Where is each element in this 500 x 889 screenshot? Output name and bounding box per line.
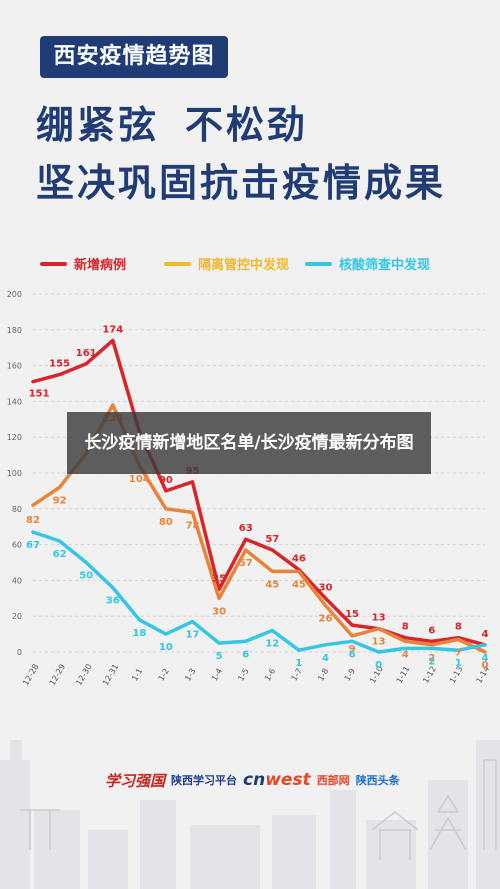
data-label: 151 — [29, 389, 50, 400]
y-tick-label: 60 — [12, 541, 22, 550]
x-tick-label: 1-3 — [183, 667, 197, 683]
data-label: 45 — [292, 579, 306, 590]
x-tick-label: 12-30 — [74, 662, 93, 687]
data-label: 10 — [159, 642, 173, 653]
shaanxi-platform-logo: 陕西学习平台 — [171, 774, 238, 787]
data-label: 36 — [106, 596, 120, 607]
publisher-logos: 学习强国 陕西学习平台 cnwest 西部网 陕西头条 — [105, 768, 400, 792]
data-label: 2 — [428, 656, 435, 667]
data-label: 2 — [428, 653, 435, 664]
chart-category-tag: 西安疫情趋势图 — [40, 36, 228, 78]
legend-marker-1 — [164, 262, 191, 266]
x-tick-label: 1-11 — [395, 665, 412, 685]
xuexi-qiangguo-logo: 学习强国 — [105, 771, 166, 790]
y-tick-label: 200 — [7, 290, 22, 299]
legend-label-1: 隔离管控中发现 — [198, 257, 289, 273]
data-label: 0 — [375, 660, 382, 671]
data-label: 6 — [349, 649, 356, 660]
cnwest-logo: cnwest — [243, 770, 311, 790]
headline-part-b: 不松劲 — [185, 103, 309, 147]
headline-line-1: 绷紧弦 不松劲 — [36, 94, 308, 149]
x-tick-label: 12-31 — [101, 662, 120, 687]
y-tick-label: 40 — [12, 576, 22, 585]
data-label: 4 — [482, 653, 489, 664]
data-label: 15 — [345, 609, 359, 620]
data-label: 35 — [212, 573, 226, 584]
y-tick-label: 140 — [7, 397, 22, 406]
legend-label-2: 核酸筛查中发现 — [339, 257, 430, 273]
x-tick-label: 1-5 — [236, 667, 250, 683]
x-tick-label: 1-6 — [263, 667, 277, 683]
data-label: 8 — [455, 622, 462, 633]
y-tick-label: 80 — [12, 505, 22, 514]
cnwest-logo-west: west — [265, 770, 311, 790]
y-tick-label: 120 — [7, 433, 22, 442]
data-label: 6 — [242, 649, 249, 660]
data-label: 57 — [239, 558, 253, 569]
x-tick-label: 1-1 — [130, 667, 144, 683]
data-label: 78 — [186, 520, 200, 531]
data-label: 50 — [79, 571, 93, 582]
data-label: 4 — [482, 629, 489, 640]
data-label: 63 — [239, 523, 253, 534]
series-line-2 — [31, 530, 487, 654]
cnwest-logo-cn: cn — [243, 770, 266, 790]
data-label: 30 — [212, 606, 226, 617]
data-label: 26 — [319, 613, 333, 624]
data-label: 90 — [159, 475, 173, 486]
data-label: 6 — [428, 625, 435, 636]
x-tick-label: 12-28 — [21, 662, 40, 687]
headline-line-2: 坚决巩固抗击疫情成果 — [36, 161, 447, 205]
legend-label-0: 新增病例 — [74, 257, 126, 273]
article-title-overlay[interactable]: 长沙疫情新增地区名单/长沙疫情最新分布图 — [67, 412, 431, 474]
headline-part-a: 绷紧弦 — [36, 103, 160, 147]
data-label: 161 — [76, 348, 97, 359]
data-label: 4 — [322, 653, 329, 664]
shaanxi-toutiao-logo: 陕西头条 — [355, 774, 400, 787]
data-label: 1 — [295, 658, 302, 669]
data-label: 13 — [372, 637, 386, 648]
data-label: 155 — [49, 359, 70, 370]
x-tick-label: 1-2 — [157, 667, 171, 683]
data-label: 62 — [53, 549, 67, 560]
data-label: 13 — [372, 613, 386, 624]
data-label: 46 — [292, 554, 306, 565]
x-tick-label: 12-29 — [48, 662, 67, 687]
data-label: 0 — [482, 660, 489, 671]
x-tick-label: 1-4 — [210, 667, 224, 683]
data-label: 9 — [349, 644, 356, 655]
data-label: 5 — [216, 651, 223, 662]
city-skyline-illustration — [0, 740, 500, 889]
data-label: 7 — [455, 647, 462, 658]
data-label: 17 — [186, 630, 200, 641]
data-label: 82 — [26, 515, 40, 526]
data-label: 12 — [265, 639, 279, 650]
data-label: 67 — [26, 540, 40, 551]
data-label: 18 — [132, 628, 146, 639]
y-tick-label: 100 — [7, 469, 22, 478]
data-label: 57 — [265, 534, 279, 545]
data-label: 8 — [402, 622, 409, 633]
x-tick-label: 1-12 — [421, 665, 438, 685]
y-tick-label: 0 — [17, 648, 22, 657]
x-tick-label: 1-9 — [343, 667, 357, 683]
xibu-wang-logo: 西部网 — [316, 774, 350, 787]
legend-marker-2 — [305, 262, 332, 266]
data-label: 92 — [53, 495, 67, 506]
y-tick-label: 160 — [7, 362, 22, 371]
data-label: 4 — [402, 649, 409, 660]
y-tick-label: 20 — [12, 612, 22, 621]
data-label: 104 — [129, 474, 150, 485]
data-label: 1 — [455, 658, 462, 669]
data-label: 45 — [265, 579, 279, 590]
data-label: 30 — [319, 582, 333, 593]
data-label: 80 — [159, 517, 173, 528]
data-label: 174 — [102, 325, 123, 336]
series-line-0 — [31, 338, 487, 647]
legend-marker-0 — [40, 262, 67, 266]
x-tick-label: 1-8 — [316, 667, 330, 683]
y-tick-label: 180 — [7, 326, 22, 335]
